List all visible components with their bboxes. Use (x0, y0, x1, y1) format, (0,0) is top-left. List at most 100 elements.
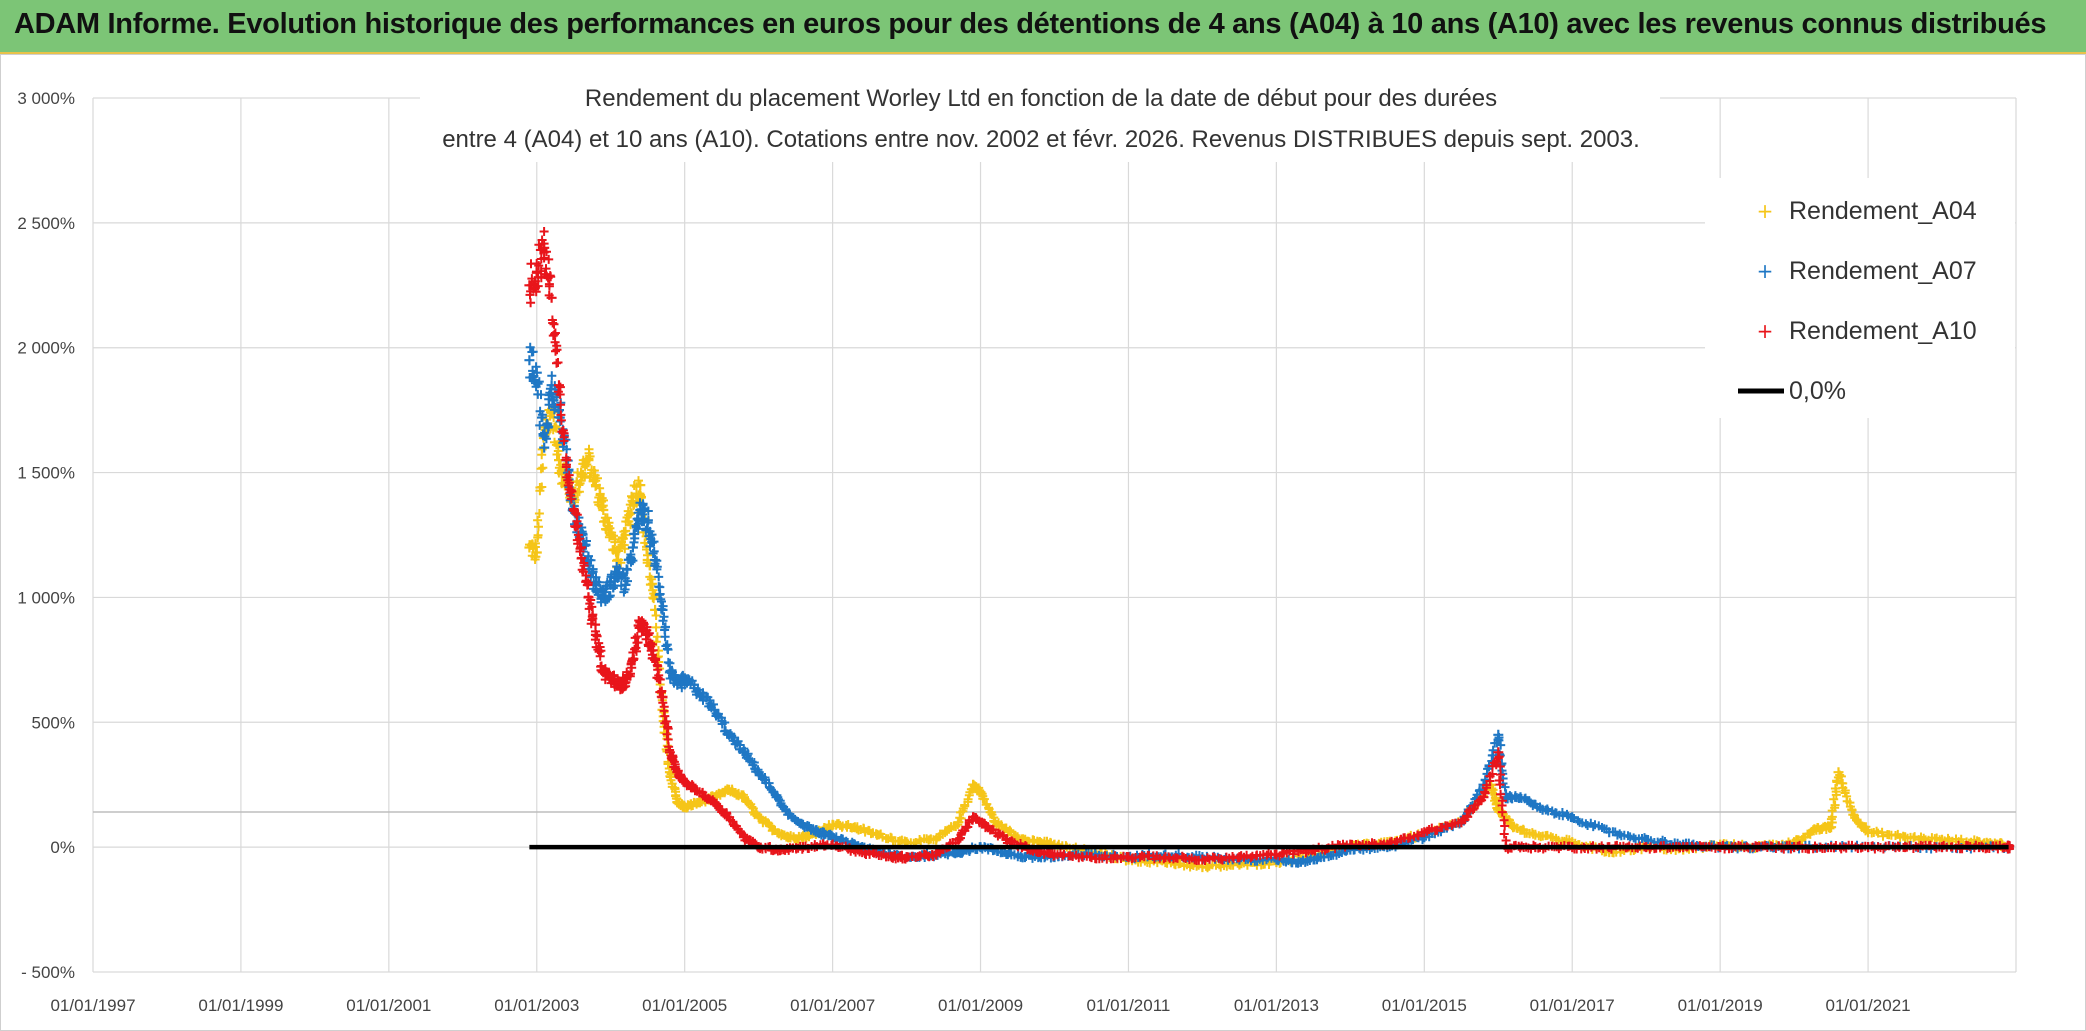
data-point (556, 415, 566, 425)
y-tick-label: 3 000% (17, 89, 75, 108)
data-point (534, 240, 544, 250)
legend: + Rendement_A04 + Rendement_A07 + Rendem… (1705, 178, 2015, 418)
data-point (632, 646, 641, 656)
data-point (661, 716, 671, 726)
data-point (592, 631, 602, 641)
data-point (626, 554, 636, 564)
data-point (589, 466, 599, 476)
data-point (564, 470, 574, 480)
data-point (534, 522, 543, 532)
data-point (622, 565, 632, 575)
legend-label-zero: 0,0% (1789, 377, 1846, 405)
data-point (554, 380, 564, 391)
data-point (556, 400, 566, 410)
data-point (536, 390, 546, 400)
data-point (580, 471, 590, 481)
data-point (953, 834, 964, 845)
data-point (526, 298, 536, 308)
data-point (626, 669, 635, 679)
x-tick-label: 01/01/2003 (494, 996, 579, 1015)
data-point (555, 382, 565, 392)
data-point (576, 542, 587, 553)
data-point (1203, 863, 1212, 873)
data-point (544, 254, 554, 264)
data-point (533, 281, 543, 291)
x-tick-label: 01/01/2009 (938, 996, 1023, 1015)
data-point (544, 422, 554, 432)
data-point (1837, 778, 1847, 788)
data-point (1499, 829, 1509, 839)
data-point (573, 521, 583, 531)
data-point (582, 580, 592, 590)
legend-item-a10: + Rendement_A10 (1757, 317, 1977, 345)
data-point (546, 292, 557, 303)
data-point (554, 405, 564, 416)
data-point (575, 534, 585, 544)
data-point (546, 272, 556, 282)
series-rendement-a04 (524, 404, 2007, 873)
data-point (531, 547, 542, 558)
data-point (531, 287, 541, 297)
data-point (660, 622, 670, 632)
data-point (534, 509, 544, 518)
data-point (536, 464, 546, 474)
data-point (1830, 800, 1840, 810)
legend-item-a04: + Rendement_A04 (1757, 197, 1977, 225)
data-point (610, 534, 620, 544)
legend-label-a10: Rendement_A10 (1789, 317, 1977, 345)
data-point (720, 718, 730, 727)
legend-background (1705, 178, 2015, 418)
data-point (1480, 775, 1490, 785)
data-point (646, 638, 655, 648)
data-point (647, 579, 657, 589)
data-point (594, 577, 604, 587)
data-point (627, 663, 637, 673)
data-point (660, 632, 670, 642)
data-point (659, 612, 669, 622)
data-point (551, 346, 560, 356)
data-point (1826, 822, 1837, 833)
x-tick-label: 01/01/2005 (642, 996, 727, 1015)
data-point (544, 281, 554, 291)
data-point (1835, 770, 1845, 780)
data-point (642, 629, 653, 640)
legend-item-zero: 0,0% (1738, 377, 1846, 405)
x-tick-label: 01/01/2013 (1234, 996, 1319, 1015)
x-tick-label: 01/01/1999 (198, 996, 283, 1015)
data-point (648, 549, 658, 558)
data-point (1878, 831, 1888, 841)
data-point (533, 533, 543, 542)
title-background (420, 72, 1660, 162)
data-point (567, 487, 577, 496)
data-point (564, 478, 574, 488)
data-point (524, 355, 535, 366)
data-point (1567, 812, 1578, 823)
data-point (532, 259, 542, 268)
data-point (553, 358, 563, 367)
legend-label-a07: Rendement_A07 (1789, 257, 1977, 285)
data-point (541, 434, 551, 444)
data-point (654, 572, 664, 582)
data-point (652, 632, 662, 642)
data-point (587, 602, 597, 612)
data-point (651, 622, 661, 632)
x-tick-label: 01/01/2007 (790, 996, 875, 1015)
data-point (552, 345, 562, 355)
data-point (963, 822, 973, 832)
data-point (525, 290, 535, 300)
data-point (566, 494, 576, 504)
y-tick-label: 2 500% (17, 214, 75, 233)
data-point (652, 564, 662, 574)
data-point (657, 604, 668, 615)
data-point (1615, 829, 1625, 839)
data-point (525, 342, 535, 352)
data-point (1496, 740, 1506, 750)
data-point (662, 729, 672, 739)
data-point (1005, 825, 1015, 835)
data-point (651, 611, 661, 620)
legend-label-a04: Rendement_A04 (1789, 197, 1977, 225)
data-point (561, 462, 571, 472)
data-point (1059, 849, 1069, 859)
data-point (651, 654, 661, 664)
data-point (571, 508, 581, 518)
